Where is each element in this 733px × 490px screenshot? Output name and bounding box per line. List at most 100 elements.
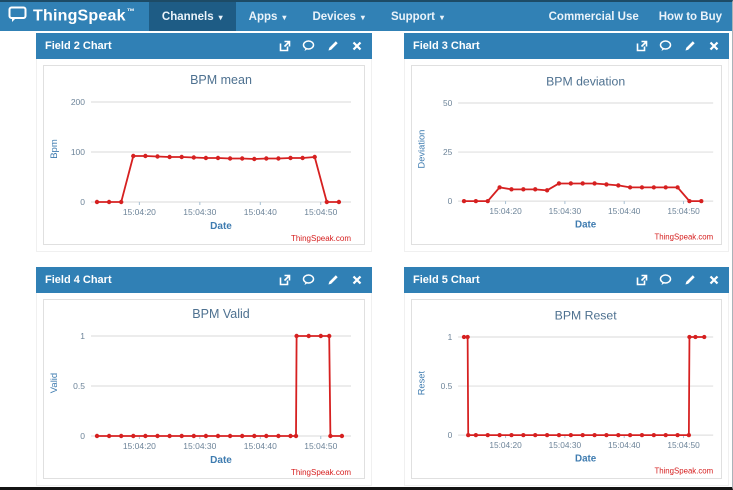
svg-text:Deviation: Deviation [417, 130, 427, 169]
svg-text:15:04:50: 15:04:50 [304, 441, 337, 451]
line-chart-svg: 0 25 50 15:04:20 15:04:30 15:04:40 15:04:50 BPM… [417, 74, 714, 241]
svg-text:ThingSpeak.com: ThingSpeak.com [291, 234, 351, 243]
svg-text:100: 100 [71, 147, 85, 157]
svg-text:15:04:50: 15:04:50 [667, 440, 700, 450]
svg-text:15:04:20: 15:04:20 [489, 206, 522, 216]
chart-bpm-reset: 0 0.5 1 15:04:20 15:04:30 15:04:40 15:04:50 BPM… [411, 299, 722, 479]
svg-text:0: 0 [80, 197, 85, 207]
svg-text:0.5: 0.5 [73, 381, 85, 391]
panel-title: Field 2 Chart [45, 40, 112, 52]
close-icon[interactable] [350, 40, 363, 53]
panel-body: 0 25 50 15:04:20 15:04:30 15:04:40 15:04:50 BPM… [404, 59, 729, 252]
svg-text:15:04:30: 15:04:30 [183, 441, 216, 451]
panel-field2-chart: Field 2 Chart 0 100 200 15:04:20 15:04:30 15:… [36, 33, 372, 252]
svg-text:50: 50 [443, 98, 453, 108]
chart-bpm-deviation: 0 25 50 15:04:20 15:04:30 15:04:40 15:04:50 BPM… [411, 65, 722, 245]
svg-text:Date: Date [210, 455, 232, 466]
svg-text:0: 0 [448, 430, 453, 440]
brand-text: ThingSpeak™ [33, 7, 135, 25]
svg-text:BPM Valid: BPM Valid [192, 307, 249, 321]
external-link-icon[interactable] [278, 274, 291, 287]
top-navbar: ThingSpeak™ Channels ▾ Apps ▾ Devices ▾ Sup… [0, 2, 732, 31]
panel-header: Field 4 Chart [36, 267, 372, 293]
speech-bubble-icon [8, 6, 27, 28]
nav-spacer [457, 2, 539, 31]
svg-text:BPM Reset: BPM Reset [555, 308, 618, 322]
panel-title: Field 4 Chart [45, 274, 112, 286]
close-icon[interactable] [707, 40, 720, 53]
svg-text:Date: Date [575, 220, 597, 231]
svg-text:15:04:40: 15:04:40 [244, 441, 277, 451]
panel-body: 0 0.5 1 15:04:20 15:04:30 15:04:40 15:04:50 BPM… [36, 293, 372, 486]
close-icon[interactable] [350, 274, 363, 287]
nav-item-channels[interactable]: Channels ▾ [148, 2, 236, 31]
svg-text:Bpm: Bpm [49, 139, 60, 159]
edit-pencil-icon[interactable] [326, 274, 339, 287]
comment-icon[interactable] [659, 40, 672, 53]
line-chart-svg: 0 100 200 15:04:20 15:04:30 15:04:40 15:04:50 B… [49, 73, 351, 243]
caret-down-icon: ▾ [360, 13, 365, 22]
line-chart-svg: 0 0.5 1 15:04:20 15:04:30 15:04:40 15:04:50 BPM… [49, 307, 351, 477]
nav-item-apps[interactable]: Apps ▾ [248, 10, 287, 23]
comment-icon[interactable] [659, 274, 672, 287]
nav-item-how-to-buy[interactable]: How to Buy [658, 10, 722, 23]
panel-body: 0 100 200 15:04:20 15:04:30 15:04:40 15:04:50 B… [36, 59, 372, 252]
caret-down-icon: ▾ [440, 13, 445, 22]
close-icon[interactable] [707, 274, 720, 287]
svg-text:1: 1 [448, 332, 453, 342]
chart-bpm-mean: 0 100 200 15:04:20 15:04:30 15:04:40 15:04:50 B… [43, 65, 365, 245]
svg-text:25: 25 [443, 147, 453, 157]
svg-text:15:04:30: 15:04:30 [183, 207, 216, 217]
svg-text:15:04:40: 15:04:40 [608, 440, 641, 450]
panel-body: 0 0.5 1 15:04:20 15:04:30 15:04:40 15:04:50 BPM… [404, 293, 729, 486]
charts-grid: Field 2 Chart 0 100 200 15:04:20 15:04:30 15:… [36, 33, 732, 486]
svg-text:BPM mean: BPM mean [190, 73, 252, 87]
panel-field4-chart: Field 4 Chart 0 0.5 1 15:04:20 15:04:30 15:04… [36, 267, 372, 486]
nav-item-devices[interactable]: Devices ▾ [312, 10, 365, 23]
svg-text:15:04:20: 15:04:20 [123, 441, 156, 451]
trademark: ™ [126, 7, 135, 17]
thingspeak-logo[interactable]: ThingSpeak™ [0, 2, 149, 31]
external-link-icon[interactable] [635, 274, 648, 287]
svg-text:15:04:50: 15:04:50 [667, 206, 700, 216]
edit-pencil-icon[interactable] [326, 40, 339, 53]
panel-title: Field 3 Chart [413, 40, 480, 52]
edit-pencil-icon[interactable] [683, 274, 696, 287]
svg-text:ThingSpeak.com: ThingSpeak.com [654, 466, 713, 475]
panel-field3-chart: Field 3 Chart 0 25 50 15:04:20 15:04:30 15:04… [404, 33, 729, 252]
panel-header: Field 2 Chart [36, 33, 372, 59]
panel-header: Field 3 Chart [404, 33, 729, 59]
caret-down-icon: ▾ [218, 13, 223, 22]
comment-icon[interactable] [302, 40, 315, 53]
svg-text:15:04:30: 15:04:30 [549, 440, 582, 450]
caret-down-icon: ▾ [282, 13, 287, 22]
svg-text:1: 1 [80, 331, 85, 341]
svg-text:15:04:50: 15:04:50 [304, 207, 337, 217]
svg-text:0.5: 0.5 [441, 381, 453, 391]
svg-text:200: 200 [71, 97, 85, 107]
line-chart-svg: 0 0.5 1 15:04:20 15:04:30 15:04:40 15:04:50 BPM… [417, 308, 714, 475]
edit-pencil-icon[interactable] [683, 40, 696, 53]
panel-field5-chart: Field 5 Chart 0 0.5 1 15:04:20 15:04:30 15:04… [404, 267, 729, 486]
svg-text:15:04:20: 15:04:20 [489, 440, 522, 450]
svg-text:Date: Date [210, 221, 232, 232]
nav-item-support[interactable]: Support ▾ [390, 10, 445, 23]
panel-header: Field 5 Chart [404, 267, 729, 293]
svg-text:Date: Date [575, 454, 597, 465]
svg-text:15:04:40: 15:04:40 [244, 207, 277, 217]
nav-item-commercial-use[interactable]: Commercial Use [548, 10, 639, 23]
svg-text:ThingSpeak.com: ThingSpeak.com [291, 468, 351, 477]
svg-text:0: 0 [448, 196, 453, 206]
chart-bpm-valid: 0 0.5 1 15:04:20 15:04:30 15:04:40 15:04:50 BPM… [43, 299, 365, 479]
svg-text:Reset: Reset [417, 371, 427, 396]
comment-icon[interactable] [302, 274, 315, 287]
svg-text:0: 0 [80, 431, 85, 441]
svg-text:15:04:30: 15:04:30 [549, 206, 582, 216]
svg-text:ThingSpeak.com: ThingSpeak.com [654, 232, 713, 241]
panel-title: Field 5 Chart [413, 274, 480, 286]
svg-text:15:04:40: 15:04:40 [608, 206, 641, 216]
external-link-icon[interactable] [635, 40, 648, 53]
external-link-icon[interactable] [278, 40, 291, 53]
svg-text:BPM deviation: BPM deviation [546, 74, 625, 88]
